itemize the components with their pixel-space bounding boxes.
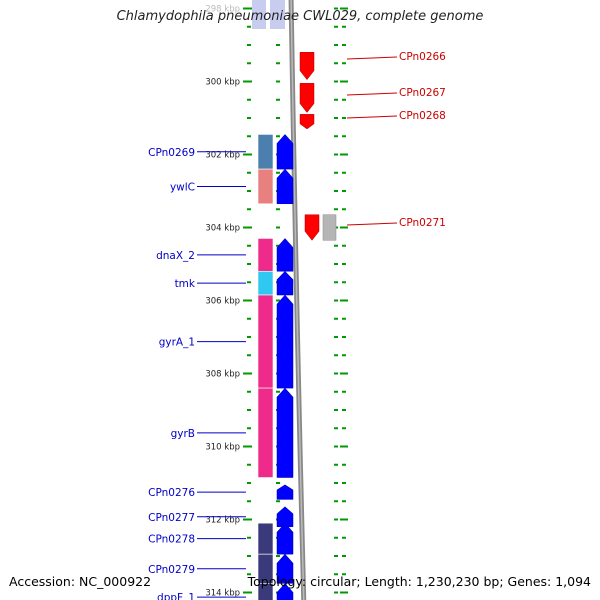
- gene-label[interactable]: CPn0268: [399, 110, 446, 122]
- offscreen-gene-shadow: [270, 0, 285, 29]
- pseudo-gene-block[interactable]: [322, 214, 337, 241]
- gene-label[interactable]: gyrA_1: [159, 337, 195, 349]
- forward-gene-arrow[interactable]: [276, 134, 294, 170]
- gene-label[interactable]: CPn0267: [399, 87, 446, 99]
- forward-gene-arrow[interactable]: [276, 553, 294, 584]
- genome-summary-text: Topology: circular; Length: 1,230,230 bp…: [247, 574, 591, 589]
- gene-label[interactable]: CPn0271: [399, 217, 446, 229]
- protein-domain-block[interactable]: [257, 387, 274, 478]
- gene-label-leader: [346, 56, 398, 60]
- forward-gene-arrow[interactable]: [276, 168, 294, 205]
- ruler-label: 314 kbp: [205, 589, 240, 599]
- gene-label-leader: [346, 222, 398, 226]
- gene-label[interactable]: CPn0278: [148, 534, 195, 546]
- reverse-gene-arrow[interactable]: [304, 214, 320, 241]
- gene-label[interactable]: CPn0276: [148, 487, 195, 499]
- accession-text: Accession: NC_000922: [9, 574, 152, 589]
- gene-label[interactable]: dppF_1: [157, 592, 195, 600]
- gene-label[interactable]: CPn0279: [148, 564, 195, 576]
- protein-domain-block[interactable]: [257, 522, 274, 555]
- reverse-gene-arrow[interactable]: [299, 83, 315, 113]
- forward-gene-arrow[interactable]: [276, 484, 294, 500]
- gene-label-leader: [346, 92, 398, 96]
- reverse-gene-arrow[interactable]: [299, 114, 315, 130]
- gene-label-leader: [346, 115, 398, 119]
- ruler-label: 306 kbp: [205, 297, 240, 307]
- ruler-label: 302 kbp: [205, 151, 240, 161]
- gene-label[interactable]: ywlC: [170, 181, 195, 193]
- ruler-label: 304 kbp: [205, 224, 240, 234]
- ruler-layer: 298 kbp 300 kbp 302 kbp 304 kbp 306 kbp 308 k…: [205, 5, 348, 599]
- forward-gene-arrow[interactable]: [276, 522, 294, 555]
- ruler-label: 298 kbp: [205, 5, 240, 15]
- backbone-layer: [288, 0, 307, 600]
- forward-gene-arrow[interactable]: [276, 238, 294, 272]
- protein-domain-block[interactable]: [257, 583, 274, 600]
- reverse-gene-arrow[interactable]: [299, 52, 315, 81]
- offscreen-gene-shadow: [252, 0, 266, 29]
- gene-label[interactable]: CPn0269: [148, 147, 195, 159]
- gene-label[interactable]: dnaX_2: [156, 250, 195, 262]
- protein-domain-block[interactable]: [257, 168, 274, 205]
- gene-label[interactable]: CPn0266: [399, 51, 446, 63]
- forward-gene-arrow[interactable]: [276, 270, 294, 296]
- forward-gene-arrow[interactable]: [276, 387, 294, 478]
- forward-gene-arrow[interactable]: [276, 506, 294, 528]
- forward-gene-arrow[interactable]: [276, 582, 294, 600]
- forward-gene-arrow[interactable]: [276, 294, 294, 389]
- map-title: Chlamydophila pneumoniae CWL029, complet…: [116, 9, 484, 24]
- ruler-label: 310 kbp: [205, 443, 240, 453]
- protein-domain-block[interactable]: [257, 294, 274, 389]
- gene-label[interactable]: tmk: [175, 278, 196, 290]
- protein-domain-block[interactable]: [257, 270, 274, 296]
- ruler-label: 300 kbp: [205, 78, 240, 88]
- protein-domain-block[interactable]: [257, 134, 274, 170]
- gene-label[interactable]: CPn0277: [148, 512, 195, 524]
- protein-domain-block[interactable]: [257, 238, 274, 272]
- ruler-label: 308 kbp: [205, 370, 240, 380]
- ruler-label: 312 kbp: [205, 516, 240, 526]
- backbone-highlight: [290, 0, 305, 600]
- gene-label[interactable]: gyrB: [171, 428, 195, 440]
- feature-layer: [252, 0, 337, 600]
